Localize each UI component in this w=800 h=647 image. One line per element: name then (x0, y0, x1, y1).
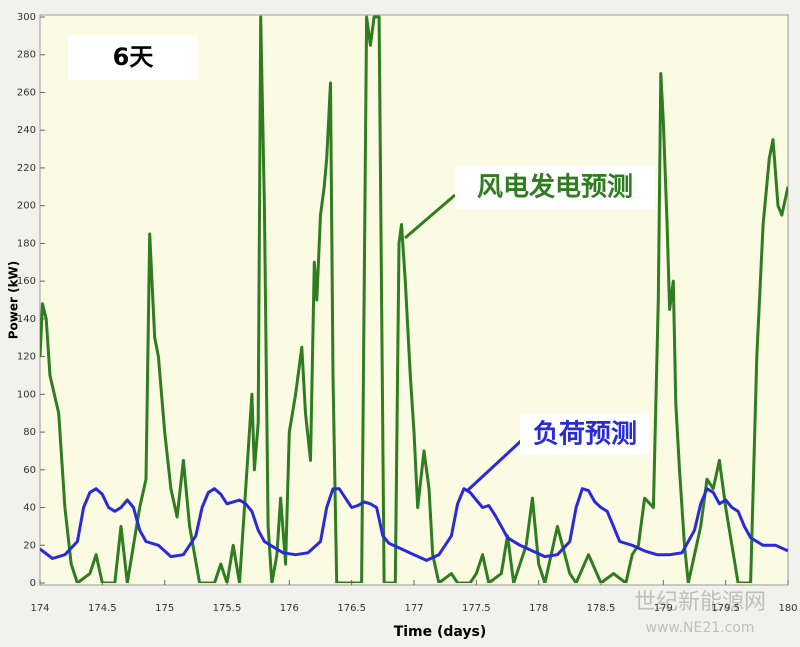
x-tick-label: 174.5 (88, 603, 117, 614)
x-tick-label: 175.5 (213, 603, 242, 614)
label-box (455, 165, 655, 209)
x-tick-label: 176.5 (337, 603, 366, 614)
watermark: www.NE21.com (646, 620, 755, 636)
y-axis-label: Power (kW) (7, 261, 21, 340)
series-line (40, 487, 788, 562)
y-tick-label: 180 (17, 238, 36, 249)
watermark: 世纪新能源网 (634, 590, 766, 615)
y-tick-label: 160 (17, 276, 36, 287)
y-tick-label: 300 (17, 12, 36, 23)
y-tick-label: 60 (23, 465, 36, 476)
x-tick-label: 176 (280, 603, 299, 614)
x-tick-label: 174 (30, 603, 49, 614)
y-tick-label: 20 (23, 540, 36, 551)
x-tick-label: 178.5 (587, 603, 616, 614)
y-tick-label: 240 (17, 125, 36, 136)
y-tick-label: 260 (17, 87, 36, 98)
x-axis-label: Time (days) (394, 624, 487, 640)
y-tick-label: 40 (23, 503, 36, 514)
x-tick-label: 177 (404, 603, 423, 614)
x-tick-label: 180 (778, 603, 797, 614)
y-tick-label: 0 (30, 578, 36, 589)
title-box (68, 35, 198, 80)
x-tick-label: 177.5 (462, 603, 491, 614)
y-tick-label: 120 (17, 352, 36, 363)
legend-label: 风电发电预测 (477, 172, 633, 203)
x-tick-label: 175 (155, 603, 174, 614)
title: 6天 (113, 43, 154, 71)
y-tick-label: 200 (17, 201, 36, 212)
label-arrow (466, 438, 524, 492)
y-tick-label: 280 (17, 50, 36, 61)
y-tick-label: 140 (17, 314, 36, 325)
series-line (40, 15, 788, 583)
label-arrow (404, 193, 456, 240)
x-tick-label: 179.5 (711, 603, 740, 614)
x-tick-label: 178 (529, 603, 548, 614)
legend-label: 负荷预测 (533, 420, 637, 450)
label-box (520, 413, 650, 455)
x-tick-label: 179 (654, 603, 673, 614)
y-tick-label: 220 (17, 163, 36, 174)
y-tick-label: 100 (17, 389, 36, 400)
y-tick-label: 80 (23, 427, 36, 438)
